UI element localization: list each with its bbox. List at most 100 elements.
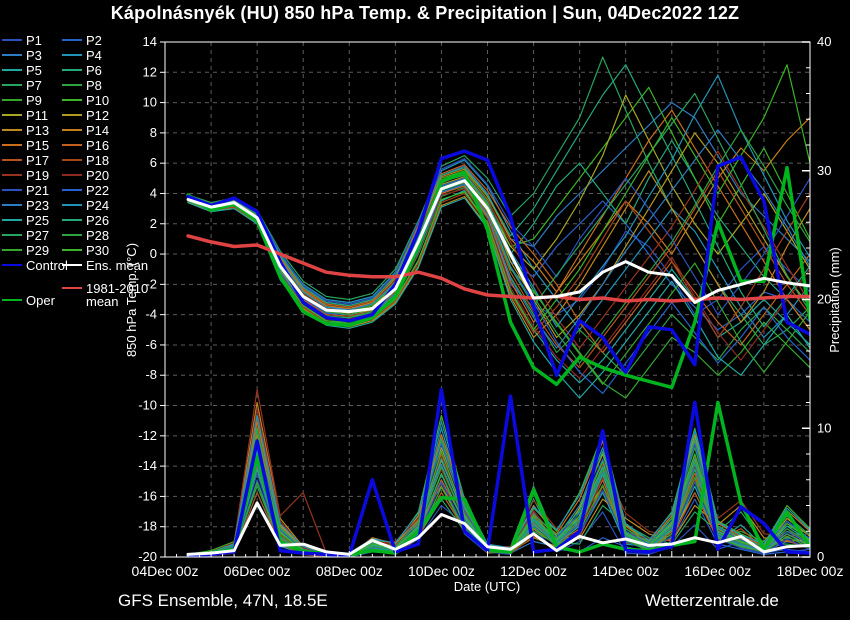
- legend-label: Control: [26, 257, 68, 273]
- y-left-tick-label: 12: [143, 64, 157, 79]
- legend-label: P29: [26, 242, 50, 258]
- temp-member-line-P19: [187, 150, 810, 349]
- legend-color-swatch: [62, 204, 82, 206]
- legend-color-swatch: [2, 264, 22, 266]
- temp-member-line-P30: [187, 64, 810, 331]
- legend-item-P5: P5: [2, 63, 42, 77]
- x-tick-label: 06Dec 00z: [224, 563, 291, 579]
- legend-color-swatch: [62, 219, 82, 221]
- legend-color-swatch: [2, 114, 22, 116]
- temp-member-line-P27: [187, 92, 810, 319]
- y-left-tick-label: -16: [138, 488, 157, 503]
- legend-item-mean: mean: [86, 294, 119, 308]
- legend-label: P25: [26, 212, 50, 228]
- footer-model-info: GFS Ensemble, 47N, 18.5E: [118, 591, 328, 610]
- y-left-tick-label: 6: [150, 155, 157, 170]
- legend-item-P13: P13: [2, 123, 49, 137]
- legend-color-swatch: [2, 159, 22, 161]
- legend-label: P28: [86, 227, 110, 243]
- y-left-tick-label: -8: [145, 367, 157, 382]
- legend-item-P8: P8: [62, 78, 102, 92]
- legend-label: P23: [26, 197, 50, 213]
- legend: P1 P2 P3 P4 P5 P6 P7 P8 P9 P10 P11 P12 P13 P14 P15 P16 P…: [0, 0, 148, 340]
- temp-member-line-P23: [187, 129, 810, 349]
- legend-item-P17: P17: [2, 153, 49, 167]
- precip-ensemble-mean-line: [186, 501, 810, 556]
- legend-item-P20: P20: [62, 168, 109, 182]
- y-right-tick-label: 0: [817, 549, 824, 564]
- legend-label: P27: [26, 227, 50, 243]
- legend-item-P7: P7: [2, 78, 42, 92]
- legend-label: mean: [86, 293, 119, 309]
- y-left-tick-label: 4: [150, 185, 157, 200]
- temp-member-line-P16: [187, 164, 810, 354]
- legend-color-swatch: [2, 249, 22, 251]
- y-left-tick-label: 2: [150, 216, 157, 231]
- legend-item-P28: P28: [62, 228, 109, 242]
- legend-label: P3: [26, 47, 42, 63]
- legend-item-P27: P27: [2, 228, 49, 242]
- legend-label: P19: [26, 167, 50, 183]
- legend-label: P4: [86, 47, 102, 63]
- legend-color-swatch: [62, 114, 82, 116]
- temp-member-line-P22: [187, 177, 810, 394]
- legend-item-P3: P3: [2, 48, 42, 62]
- legend-color-swatch: [2, 174, 22, 176]
- legend-color-swatch: [62, 264, 82, 266]
- legend-label: P2: [86, 32, 102, 48]
- legend-item-P23: P23: [2, 198, 49, 212]
- legend-color-swatch: [2, 129, 22, 131]
- legend-label: P30: [86, 242, 110, 258]
- legend-label: P20: [86, 167, 110, 183]
- legend-color-swatch: [62, 129, 82, 131]
- legend-label: P16: [86, 137, 110, 153]
- x-axis-label: Date (UTC): [454, 579, 520, 594]
- legend-label: P22: [86, 182, 110, 198]
- legend-color-swatch: [2, 299, 22, 301]
- y-left-tick-label: 8: [150, 125, 157, 140]
- temp-member-line-P7: [187, 56, 810, 346]
- legend-color-swatch: [2, 39, 22, 41]
- legend-item-P22: P22: [62, 183, 109, 197]
- legend-color-swatch: [62, 54, 82, 56]
- legend-color-swatch: [62, 234, 82, 236]
- legend-item-P11: P11: [2, 108, 48, 122]
- legend-item-P26: P26: [62, 213, 109, 227]
- legend-color-swatch: [62, 249, 82, 251]
- legend-item-P24: P24: [62, 198, 109, 212]
- legend-label: P24: [86, 197, 110, 213]
- legend-color-swatch: [62, 69, 82, 71]
- legend-item-P18: P18: [62, 153, 109, 167]
- y-right-axis-label: Precipitation (mm): [827, 247, 842, 352]
- legend-item-P10: P10: [62, 93, 109, 107]
- x-tick-label: 08Dec 00z: [316, 563, 383, 579]
- legend-label: P14: [86, 122, 110, 138]
- legend-item-P30: P30: [62, 243, 109, 257]
- legend-label: P8: [86, 77, 102, 93]
- data-series: [186, 56, 810, 557]
- y-left-tick-label: 14: [143, 34, 157, 49]
- legend-label: P21: [26, 182, 50, 198]
- y-right-tick-label: 30: [817, 163, 831, 178]
- y-left-tick-label: -4: [145, 307, 157, 322]
- legend-item-P4: P4: [62, 48, 102, 62]
- y-right-tick-label: 40: [817, 34, 831, 49]
- y-left-tick-label: 0: [150, 246, 157, 261]
- temp-member-line-P24: [187, 74, 810, 328]
- legend-label: P5: [26, 62, 42, 78]
- temp-member-line-P20: [187, 188, 810, 379]
- temp-member-line-P14: [187, 117, 810, 310]
- legend-item-P25: P25: [2, 213, 49, 227]
- legend-color-swatch: [62, 287, 82, 289]
- y-left-tick-label: -10: [138, 398, 157, 413]
- y-left-tick-label: -20: [138, 549, 157, 564]
- legend-label: P1: [26, 32, 42, 48]
- legend-item-P16: P16: [62, 138, 109, 152]
- legend-label: P15: [26, 137, 50, 153]
- legend-label: P18: [86, 152, 110, 168]
- y-left-axis-label: 850 hPa Temp. (°C): [124, 243, 139, 357]
- x-tick-label: 12Dec 00z: [500, 563, 567, 579]
- y-left-tick-label: -14: [138, 458, 157, 473]
